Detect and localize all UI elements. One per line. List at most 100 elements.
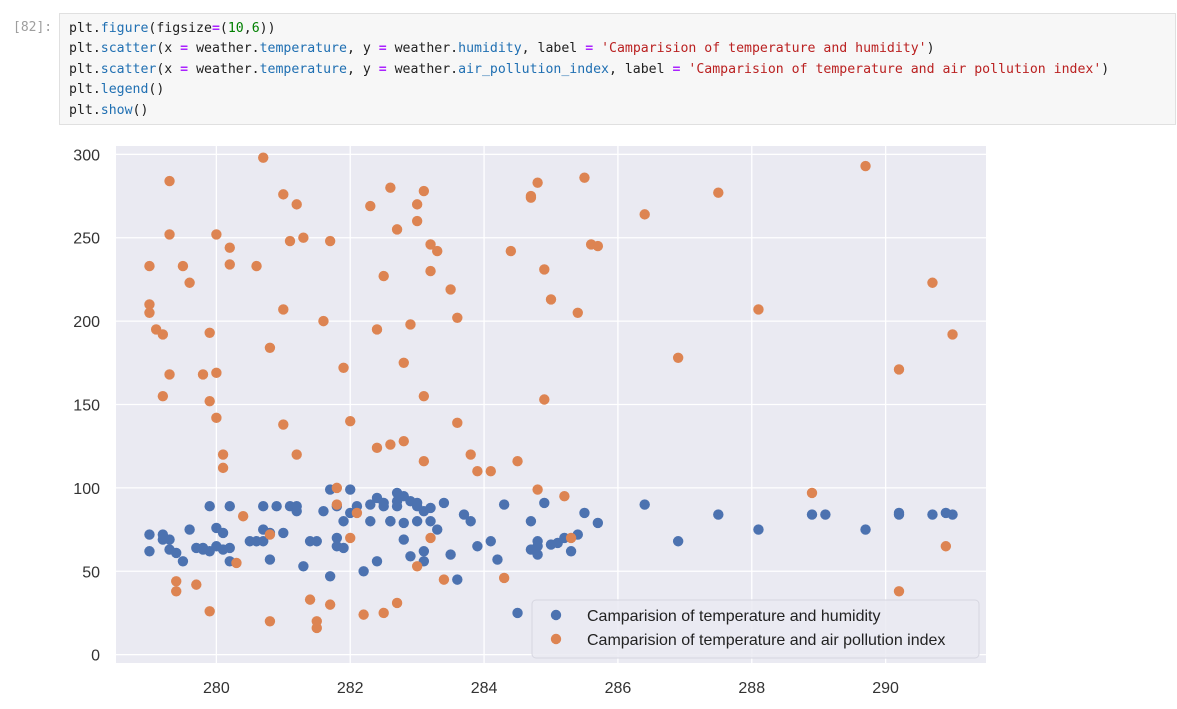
- pollution-point: [713, 187, 724, 198]
- code-cell[interactable]: plt.figure(figsize=(10,6)) plt.scatter(x …: [59, 13, 1176, 125]
- pollution-point: [278, 419, 289, 430]
- humidity-point: [893, 509, 905, 520]
- pollution-point: [371, 324, 383, 335]
- code-token: plt.: [69, 102, 101, 118]
- pollution-point: [144, 307, 155, 318]
- pollution-point: [351, 507, 363, 519]
- pollution-point: [411, 215, 423, 227]
- pollution-point: [672, 352, 684, 364]
- code-line[interactable]: plt.figure(figsize=(10,6)): [69, 21, 276, 36]
- pollution-point: [278, 189, 289, 200]
- code-token: weather.: [188, 41, 260, 57]
- code-token: , label: [608, 61, 673, 77]
- y-tick-label: 200: [73, 314, 100, 331]
- legend-box: [531, 599, 980, 659]
- pollution-point: [639, 209, 650, 220]
- code-token: (x: [156, 41, 181, 57]
- humidity-point: [264, 554, 276, 565]
- humidity-point: [385, 516, 396, 527]
- code-line[interactable]: plt.legend(): [69, 82, 164, 97]
- code-token: =: [180, 41, 189, 57]
- pollution-point: [539, 394, 550, 405]
- pollution-point: [532, 177, 543, 188]
- pollution-point: [391, 597, 403, 609]
- code-token: ): [926, 41, 935, 57]
- code-token: figure: [100, 21, 149, 36]
- pollution-point: [432, 245, 443, 257]
- humidity-point: [498, 499, 510, 510]
- code-token: , label: [521, 41, 586, 57]
- code-token: plt.: [69, 41, 101, 57]
- pollution-point: [278, 304, 289, 315]
- humidity-point: [860, 524, 871, 535]
- code-line[interactable]: plt.scatter(x = weather.temperature, y =…: [69, 41, 935, 56]
- humidity-point: [298, 561, 309, 572]
- humidity-point: [579, 507, 590, 519]
- code-token: air_pollution_index: [458, 61, 609, 77]
- code-token: 'Camparision of temperature and air poll…: [688, 61, 1102, 77]
- humidity-point: [565, 546, 577, 557]
- humidity-point: [378, 501, 389, 512]
- pollution-point: [472, 466, 483, 477]
- scatter-chart-svg: 280 282 284 286 288 290 0 50 100 150 200 250 300 Camp…: [73, 146, 986, 697]
- humidity-point: [438, 497, 450, 509]
- pollution-point: [251, 260, 262, 272]
- humidity-point: [418, 546, 430, 557]
- pollution-point: [291, 199, 302, 210]
- pollution-point: [191, 579, 202, 590]
- humidity-point: [204, 501, 215, 512]
- x-tick-label: 280: [203, 680, 230, 697]
- code-token: legend: [100, 82, 149, 98]
- y-tick-label: 100: [73, 481, 100, 498]
- pollution-point: [157, 329, 169, 340]
- code-token: (): [148, 82, 165, 98]
- code-token: ): [1101, 61, 1110, 77]
- code-line[interactable]: plt.show(): [69, 103, 148, 118]
- pollution-point: [371, 442, 383, 454]
- code-token: =: [378, 61, 387, 77]
- pollution-point: [177, 260, 189, 272]
- pollution-point: [378, 607, 389, 619]
- humidity-point: [144, 546, 155, 557]
- pollution-point: [211, 412, 222, 424]
- code-token: temperature: [259, 61, 347, 77]
- pollution-point: [184, 277, 195, 288]
- pollution-point: [284, 235, 296, 247]
- code-token: weather.: [386, 41, 459, 57]
- humidity-point: [425, 516, 436, 527]
- code-token: =: [585, 41, 594, 57]
- pollution-point: [144, 299, 155, 310]
- humidity-point: [258, 501, 269, 512]
- pollution-point: [385, 439, 396, 450]
- humidity-point: [713, 509, 724, 520]
- humidity-point: [806, 509, 818, 520]
- pollution-point: [258, 152, 269, 163]
- legend-label: Camparision of temperature and air pollu…: [587, 632, 945, 649]
- pollution-point: [452, 312, 463, 323]
- code-token: ,: [243, 21, 252, 36]
- pollution-point: [452, 417, 463, 429]
- pollution-point: [411, 199, 423, 210]
- pollution-point: [398, 435, 409, 447]
- code-token: , y: [346, 61, 379, 77]
- code-token: )): [259, 21, 276, 36]
- pollution-point: [391, 224, 403, 235]
- pollution-point: [291, 449, 302, 460]
- pollution-point: [358, 609, 369, 620]
- pollution-point: [425, 265, 436, 277]
- pollution-point: [418, 456, 430, 467]
- code-token: weather.: [386, 61, 459, 77]
- code-token: 6: [251, 21, 260, 36]
- pollution-point: [324, 235, 336, 247]
- code-token: =: [378, 41, 387, 57]
- humidity-point: [271, 501, 282, 512]
- code-token: temperature: [259, 41, 347, 57]
- humidity-point: [311, 536, 322, 547]
- scatter-chart-output: 280 282 284 286 288 290 0 50 100 150 200 250 300 Camp…: [60, 140, 1000, 705]
- code-line[interactable]: plt.scatter(x = weather.temperature, y =…: [69, 62, 1109, 77]
- humidity-point: [672, 536, 684, 547]
- humidity-point: [358, 566, 369, 577]
- pollution-point: [311, 616, 322, 627]
- humidity-point: [485, 536, 496, 547]
- pollution-point: [164, 369, 175, 380]
